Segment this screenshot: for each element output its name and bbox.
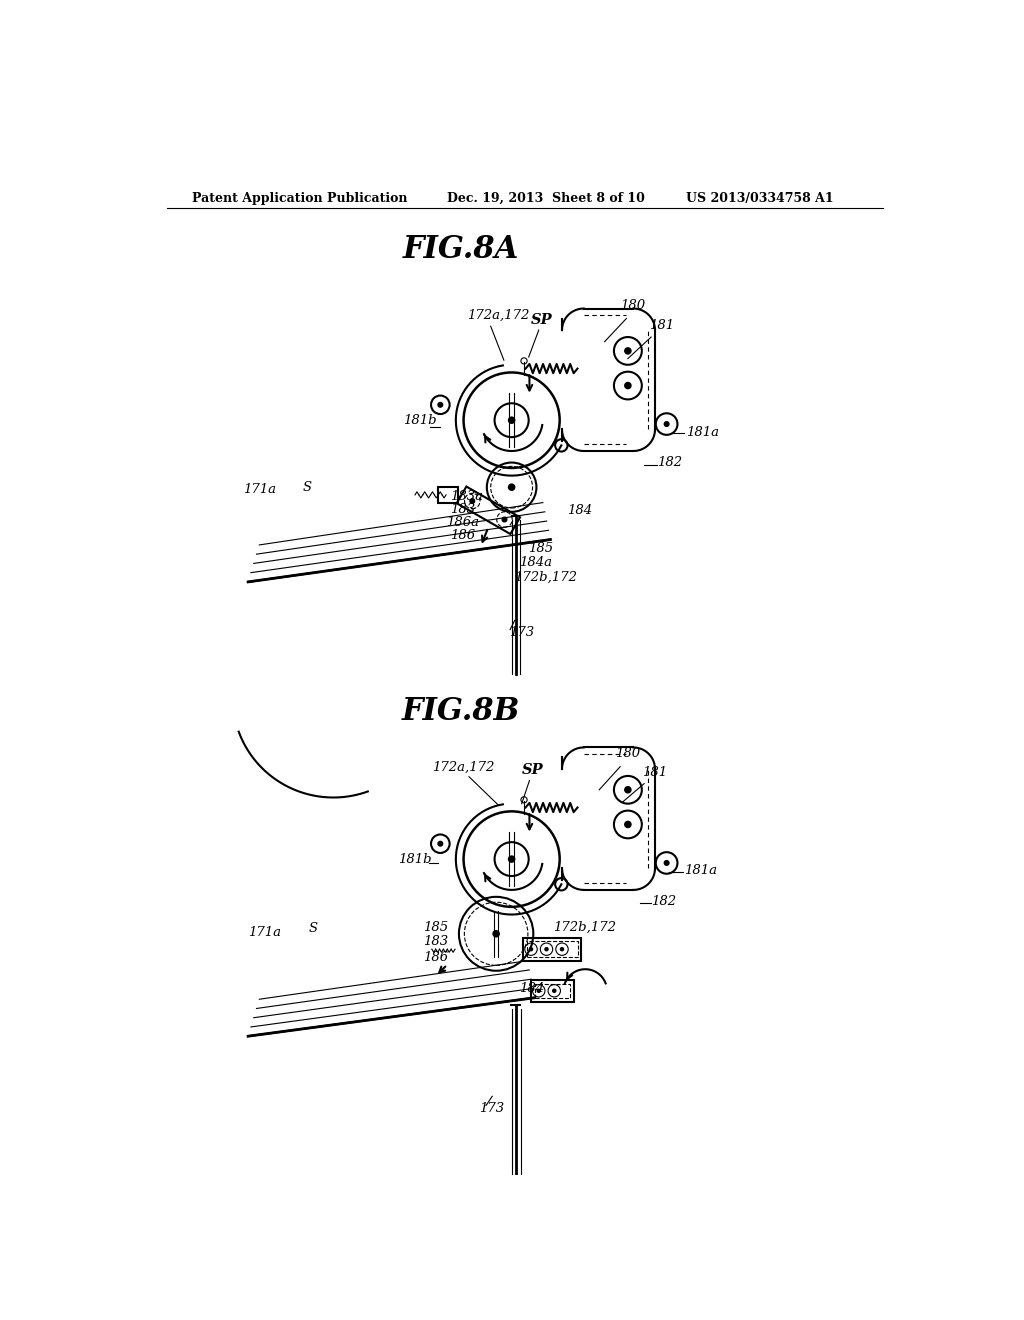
Text: 186: 186 [423,950,449,964]
Circle shape [438,403,442,407]
Text: 184: 184 [519,982,545,994]
Text: 182: 182 [651,895,676,908]
Circle shape [665,861,669,866]
Text: FIG.8B: FIG.8B [402,696,520,727]
Circle shape [545,948,548,950]
Circle shape [625,348,631,354]
Text: 171a: 171a [248,927,282,939]
Text: 182: 182 [657,457,682,470]
Text: FIG.8A: FIG.8A [403,234,519,265]
Circle shape [553,989,556,993]
Circle shape [493,931,500,937]
Text: 173: 173 [509,626,535,639]
Bar [531,979,573,1002]
Text: 184a: 184a [519,557,552,569]
Circle shape [509,417,515,424]
Circle shape [509,484,515,490]
Text: 181a: 181a [684,865,718,878]
Text: S: S [302,480,311,494]
Text: 172b,172: 172b,172 [514,572,577,585]
Text: 181a: 181a [686,425,719,438]
Bar [527,941,578,957]
Circle shape [560,948,563,950]
Text: SP: SP [521,763,544,777]
Text: 183a: 183a [450,490,482,503]
Text: 184: 184 [566,504,592,517]
Text: 181: 181 [642,766,667,779]
Circle shape [470,499,474,503]
Text: 181: 181 [649,319,674,333]
Text: 181b: 181b [403,414,437,428]
Text: 183: 183 [450,503,475,516]
Text: SP: SP [531,313,553,327]
Circle shape [665,422,669,426]
Bar [438,487,458,503]
Text: US 2013/0334758 A1: US 2013/0334758 A1 [686,191,834,205]
Text: Dec. 19, 2013  Sheet 8 of 10: Dec. 19, 2013 Sheet 8 of 10 [447,191,645,205]
Bar [535,983,569,998]
Circle shape [529,948,532,950]
Circle shape [502,517,507,521]
Circle shape [625,787,631,793]
Circle shape [509,857,515,862]
Text: Patent Application Publication: Patent Application Publication [193,191,408,205]
Text: S: S [308,923,317,936]
Text: 172a,172: 172a,172 [432,760,495,774]
Text: 171a: 171a [243,483,275,496]
Circle shape [538,989,541,993]
Text: 185: 185 [528,543,553,554]
Text: 180: 180 [614,747,640,760]
Text: 186: 186 [450,529,475,541]
Circle shape [625,821,631,828]
Text: 186a: 186a [445,516,479,529]
Text: 172a,172: 172a,172 [467,309,529,322]
Bar [523,937,582,961]
Text: 181b: 181b [397,853,431,866]
Circle shape [438,841,442,846]
Text: 183: 183 [423,936,449,948]
Text: 172b,172: 172b,172 [553,921,615,933]
Text: 185: 185 [423,921,449,933]
Circle shape [625,383,631,388]
Text: 173: 173 [479,1102,504,1114]
Text: 180: 180 [621,298,645,312]
